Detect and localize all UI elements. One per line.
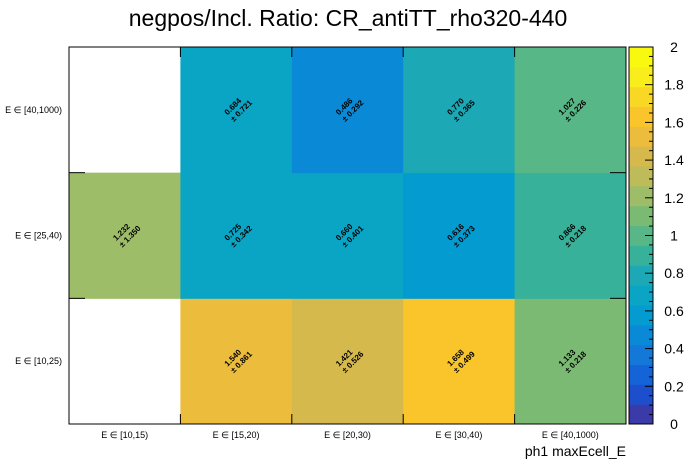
colorbar-segment (629, 225, 653, 246)
colorbar-tick-label: 0.2 (664, 378, 684, 394)
x-axis-ticks: E ∈ [10,15) E ∈ [15,20) E ∈ [20,30) E ∈ [30… (101, 47, 599, 440)
heatmap-cell (69, 172, 181, 299)
colorbar-tick-label: 1.6 (664, 114, 684, 130)
colorbar-segment (629, 205, 653, 227)
heatmap-cell (180, 47, 293, 174)
heatmap-cell (403, 172, 516, 299)
heatmap-cell (291, 298, 404, 425)
colorbar-segment (629, 384, 653, 405)
x-axis-title: ph1 maxEcell_E (525, 443, 626, 459)
heatmap-cell (514, 172, 627, 299)
plot-frame (68, 46, 627, 425)
x-tick-label: E ∈ [40,1000) (542, 430, 599, 440)
colorbar-segment (629, 106, 653, 127)
heatmap-cell (180, 298, 293, 425)
x-tick-label: E ∈ [30,40) (435, 430, 482, 440)
colorbar-segment (629, 185, 653, 207)
colorbar-segment (629, 265, 653, 286)
colorbar-segment (629, 324, 653, 346)
chart-title: negpos/Incl. Ratio: CR_antiTT_rho320-440 (129, 5, 568, 31)
y-tick-label: E ∈ [25,40) (15, 231, 62, 241)
heatmap-cells (69, 47, 627, 425)
colorbar-tick-label: 1 (670, 228, 678, 244)
colorbar-segment (629, 285, 653, 306)
colorbar-tick-label: 2 (670, 39, 678, 55)
colorbar-segment (629, 126, 653, 147)
colorbar: 0 0.2 0.4 0.6 0.8 1 1.2 1.4 1.6 1.8 2 (628, 39, 684, 432)
heatmap-cell (403, 47, 516, 174)
colorbar-segment (629, 47, 653, 68)
colorbar-segment (629, 304, 653, 326)
heatmap-cell (180, 172, 293, 299)
colorbar-tick-label: 0 (670, 416, 678, 432)
heatmap-cell (514, 47, 627, 174)
heatmap-cell (403, 298, 516, 425)
colorbar-tick-label: 1.2 (664, 190, 684, 206)
colorbar-segment (629, 66, 653, 88)
heatmap-cell (291, 172, 404, 299)
colorbar-tick-label: 0.6 (664, 303, 684, 319)
colorbar-segment (629, 146, 653, 167)
colorbar-segment (629, 166, 653, 187)
y-tick-label: E ∈ [10,25) (15, 356, 62, 366)
colorbar-segment (629, 245, 653, 266)
colorbar-tick-label: 1.8 (664, 77, 684, 93)
colorbar-tick-label: 0.4 (664, 341, 684, 357)
x-tick-label: E ∈ [15,20) (213, 430, 260, 440)
x-tick-label: E ∈ [20,30) (324, 430, 371, 440)
colorbar-tick-label: 0.8 (664, 265, 684, 281)
colorbar-segment (629, 344, 653, 365)
heatmap-cell (291, 47, 404, 174)
colorbar-segment (629, 404, 653, 425)
x-tick-label: E ∈ [10,15) (101, 430, 148, 440)
cell-label: 0.770± 0.365 (445, 96, 477, 123)
colorbar-segment (629, 86, 653, 108)
y-tick-label: E ∈ [40,1000) (5, 105, 62, 115)
colorbar-segment (629, 364, 653, 385)
heatmap-cell (514, 298, 627, 425)
y-axis-ticks: E ∈ [10,25) E ∈ [25,40) E ∈ [40,1000) (5, 105, 626, 366)
colorbar-tick-label: 1.4 (664, 152, 684, 168)
